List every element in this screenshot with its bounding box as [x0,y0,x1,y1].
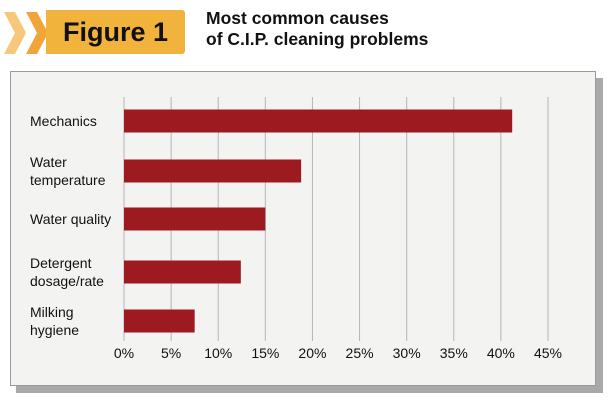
category-label: hygiene [30,322,79,338]
category-label: Detergent [30,255,92,271]
tick-label: 35% [440,345,468,361]
chevron-right-icon [26,12,48,54]
chart-title-line-1: Most common causes [206,8,389,28]
category-label: dosage/rate [30,273,104,289]
category-label: temperature [30,172,106,188]
bar [124,159,302,183]
bar [124,309,195,333]
tick-label: 0% [114,345,134,361]
chevron-right-icon [4,12,26,54]
chart-title: Most common causes of C.I.P. cleaning pr… [206,8,566,50]
tick-label: 45% [534,345,562,361]
bar [124,109,513,133]
bar [124,260,241,284]
figure-badge: Figure 1 [46,10,185,54]
tick-label: 15% [251,345,279,361]
chevron-dark-shape [26,12,48,54]
tick-label: 25% [346,345,374,361]
category-label: Water quality [30,211,111,227]
tick-label: 40% [487,345,515,361]
category-label: Mechanics [30,113,97,129]
tick-label: 30% [393,345,421,361]
tick-label: 5% [161,345,181,361]
bar [124,207,266,231]
category-label: Milking [30,304,74,320]
chevron-light-shape [4,12,26,54]
tick-label: 20% [298,345,326,361]
chart-title-line-2: of C.I.P. cleaning problems [206,29,429,49]
category-label: Water [30,154,67,170]
tick-label: 10% [204,345,232,361]
